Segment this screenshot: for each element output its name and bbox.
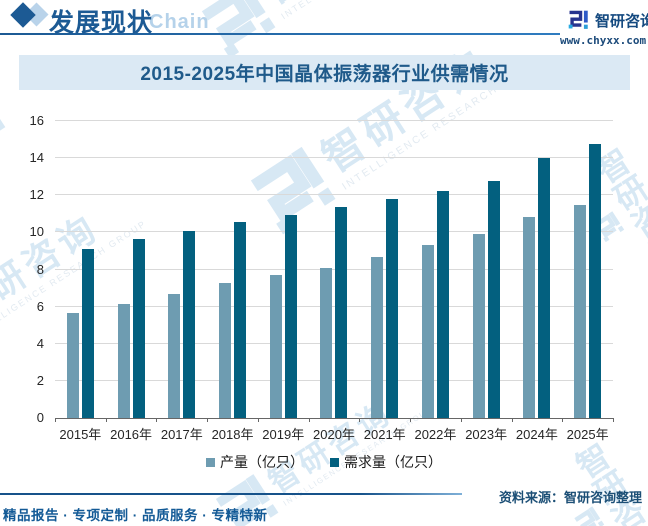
x-axis-label: 2022年	[414, 427, 457, 442]
brand-name: 智研咨询	[595, 12, 648, 30]
x-axis-labels: 2015年 2016年 2017年 2018年 2019年 2020年 2021年 2022年…	[55, 424, 613, 442]
bar-需求量（亿只）-2016年	[132, 238, 145, 418]
brand-logo: 智研咨询	[567, 8, 648, 32]
bar-group-2017年	[156, 121, 207, 418]
gridline	[55, 120, 613, 121]
bar-产量（亿只）-2025年	[574, 204, 587, 418]
y-axis: 0 2 4 6 8 10 12 14 16	[0, 113, 44, 425]
bar-需求量（亿只）-2025年	[589, 144, 602, 418]
x-axis-tick	[207, 418, 209, 422]
x-axis-label: 2021年	[363, 427, 406, 442]
x-axis-tick	[562, 418, 564, 422]
y-axis-label: 2	[36, 372, 44, 388]
gridline	[55, 157, 613, 159]
x-axis-line	[55, 418, 614, 419]
bar-需求量（亿只）-2015年	[81, 249, 94, 418]
bar-需求量（亿只）-2017年	[183, 230, 196, 418]
chart-title: 2015-2025年中国晶体振荡器行业供需情况	[140, 64, 509, 85]
x-axis-label: 2020年	[313, 427, 355, 442]
bar-产量（亿只）-2022年	[421, 245, 434, 418]
x-axis-tick	[156, 418, 158, 422]
bar-需求量（亿只）-2021年	[386, 198, 399, 418]
bar-group-2025年	[562, 121, 613, 418]
x-axis-tick	[257, 418, 259, 422]
bar-产量（亿只）-2024年	[523, 216, 536, 418]
y-axis-label: 10	[29, 224, 44, 240]
bar-产量（亿只）-2017年	[168, 293, 181, 418]
bar-产量（亿只）-2021年	[371, 256, 384, 418]
y-axis-label: 8	[36, 261, 44, 277]
bar-产量（亿只）-2016年	[117, 303, 130, 418]
production-swatch-icon	[206, 457, 215, 467]
bar-group-2023年	[461, 121, 512, 418]
source-note: 资料来源：智研咨询整理	[498, 490, 642, 505]
y-axis-label: 16	[29, 113, 44, 128]
x-axis-label: 2017年	[160, 427, 203, 442]
legend-item-production: 产量（亿只）	[206, 452, 304, 472]
bar-产量（亿只）-2015年	[66, 313, 79, 418]
x-axis-label: 2018年	[211, 427, 254, 442]
bar-需求量（亿只）-2018年	[234, 222, 247, 418]
bar-group-2016年	[106, 121, 157, 418]
x-axis-label: 2019年	[262, 427, 305, 442]
brand-logo-icon	[568, 10, 588, 29]
footer-divider	[0, 493, 462, 495]
gridline	[55, 268, 613, 270]
bar-group-2018年	[207, 121, 258, 418]
x-axis-tick	[410, 418, 412, 422]
x-axis-label: 2025年	[566, 427, 609, 442]
x-axis-tick	[460, 418, 462, 422]
demand-swatch-icon	[330, 457, 339, 467]
x-axis-label: 2016年	[110, 427, 153, 442]
brand-url: www.chyxx.com	[560, 34, 647, 47]
bar-group-2020年	[309, 121, 360, 418]
bar-需求量（亿只）-2022年	[436, 190, 449, 418]
section-title: 发展现状	[49, 9, 154, 37]
bar-需求量（亿只）-2024年	[538, 158, 551, 418]
legend-label: 需求量（亿只）	[344, 454, 442, 470]
bar-group-2015年	[55, 121, 106, 418]
gridline	[55, 305, 613, 307]
bar-产量（亿只）-2018年	[219, 283, 232, 418]
watermark-text: 智研咨询	[256, 0, 451, 12]
bar-产量（亿只）-2019年	[269, 275, 282, 418]
x-axis-tick	[308, 418, 310, 422]
y-axis-label: 4	[36, 335, 44, 351]
x-axis-tick	[55, 418, 56, 422]
bar-group-2021年	[359, 121, 410, 418]
chart-title-band: 2015-2025年中国晶体振荡器行业供需情况	[19, 55, 630, 90]
bar-需求量（亿只）-2020年	[335, 207, 348, 418]
header-divider	[0, 33, 560, 35]
x-axis-label: 2024年	[515, 427, 558, 442]
gridline	[55, 342, 613, 344]
header-overlay-text: Chain	[149, 11, 210, 33]
x-axis-label: 2015年	[59, 427, 102, 442]
x-axis-tick	[359, 418, 361, 422]
chart-legend: 产量（亿只） 需求量（亿只）	[0, 452, 648, 472]
y-axis-label: 6	[36, 298, 44, 314]
gridline	[55, 231, 613, 233]
bar-产量（亿只）-2020年	[320, 267, 333, 418]
bar-需求量（亿只）-2023年	[487, 181, 500, 418]
x-axis-tick	[613, 418, 614, 422]
footer-tagline: 精品报告 · 专项定制 · 品质服务 · 专精特新	[3, 508, 268, 523]
x-axis-tick	[105, 418, 107, 422]
bar-产量（亿只）-2023年	[472, 234, 485, 418]
legend-item-demand: 需求量（亿只）	[330, 452, 442, 472]
x-axis-tick	[511, 418, 513, 422]
plot-area	[55, 120, 614, 422]
bar-group-2019年	[258, 121, 309, 418]
x-axis-label: 2023年	[465, 427, 508, 442]
bar-group-2024年	[512, 121, 563, 418]
y-axis-label: 14	[29, 150, 44, 166]
bar-group-2022年	[410, 121, 461, 418]
gridline	[55, 379, 613, 381]
legend-label: 产量（亿只）	[220, 454, 304, 470]
bar-需求量（亿只）-2019年	[284, 214, 297, 418]
watermark-subtext: INTELLIGENCE RESEARCH GROUP	[279, 0, 458, 21]
y-axis-label: 12	[29, 187, 44, 203]
y-axis-label: 0	[36, 410, 44, 425]
